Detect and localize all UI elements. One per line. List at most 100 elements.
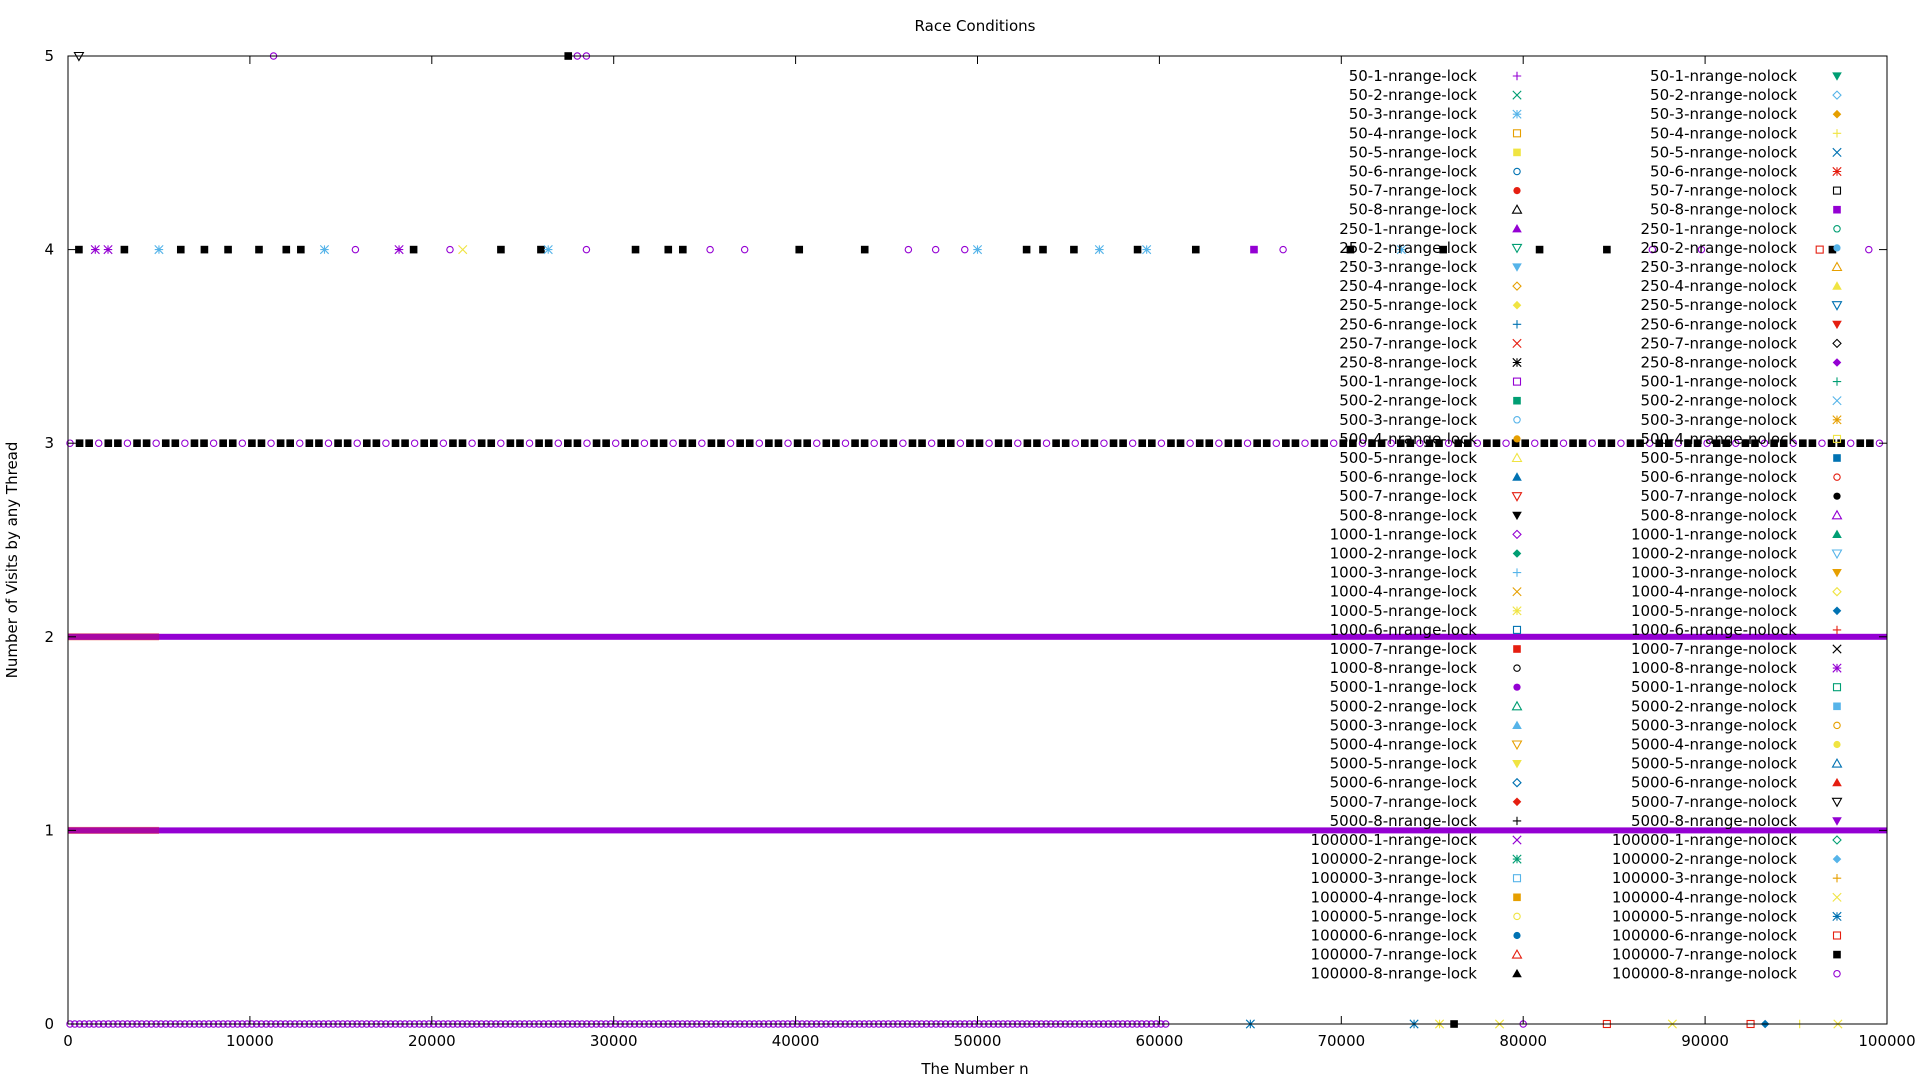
band-marker — [1416, 439, 1424, 447]
x-tick-label: 40000 — [772, 1032, 820, 1050]
legend-entry: 1000-3-nrange-lock — [1330, 564, 1522, 582]
legend-entry: 100000-3-nrange-nolock — [1612, 869, 1842, 887]
data-point — [1279, 245, 1287, 254]
data-point — [497, 245, 505, 254]
legend-marker — [1831, 509, 1843, 520]
y-tick-label: 0 — [44, 1015, 54, 1033]
band-marker — [1329, 439, 1338, 447]
band-marker — [812, 439, 821, 447]
legend-entry: 1000-7-nrange-lock — [1330, 640, 1521, 658]
band-marker — [908, 439, 917, 447]
legend-entry: 5000-8-nrange-nolock — [1631, 812, 1842, 830]
legend-label: 50-3-nrange-nolock — [1650, 105, 1797, 123]
band-marker — [860, 439, 869, 447]
legend-label: 100000-3-nrange-nolock — [1612, 869, 1797, 887]
legend-marker — [1832, 817, 1842, 826]
band-marker — [152, 439, 160, 447]
legend-marker — [1511, 204, 1523, 214]
legend-entry: 100000-3-nrange-lock — [1311, 869, 1522, 887]
band-marker — [573, 439, 582, 447]
legend-label: 250-3-nrange-nolock — [1641, 258, 1798, 276]
band-marker — [161, 439, 170, 447]
legend-label: 1000-7-nrange-lock — [1330, 640, 1478, 658]
x-tick-label: 20000 — [408, 1032, 456, 1050]
band-overlay — [68, 633, 159, 640]
band-marker — [94, 439, 103, 447]
legend-entry: 250-4-nrange-lock — [1339, 277, 1522, 295]
legend-label: 100000-1-nrange-lock — [1311, 831, 1478, 849]
legend-label: 100000-5-nrange-nolock — [1612, 907, 1797, 925]
legend-marker — [1833, 740, 1841, 749]
legend-marker — [1833, 225, 1841, 233]
band-marker — [726, 439, 735, 447]
axes: 0 10000 20000 30000 40000 50000 60000 70000 8000… — [44, 47, 1915, 1050]
band-marker — [717, 439, 725, 447]
legend-entry: 250-4-nrange-nolock — [1641, 277, 1842, 295]
band-marker — [1042, 439, 1051, 447]
data-point — [1603, 245, 1611, 254]
band-marker — [1463, 439, 1472, 447]
legend-entry: 500-6-nrange-nolock — [1641, 468, 1841, 486]
legend-label: 100000-8-nrange-nolock — [1612, 965, 1797, 983]
legend-entry: 100000-5-nrange-lock — [1311, 907, 1521, 925]
legend-marker — [1832, 109, 1842, 119]
legend-entry: 500-2-nrange-lock — [1339, 392, 1521, 410]
legend-entry: 250-7-nrange-nolock — [1641, 334, 1842, 352]
legend-marker — [1512, 529, 1522, 540]
band-marker — [1760, 439, 1769, 447]
band-marker — [1866, 439, 1874, 447]
y-tick-label: 1 — [44, 821, 54, 839]
band-marker — [1272, 439, 1281, 447]
legend-entry: 1000-5-nrange-lock — [1330, 602, 1522, 620]
legend-entry: 1000-4-nrange-lock — [1330, 583, 1522, 601]
band-marker — [1473, 439, 1482, 447]
legend-entry: 1000-8-nrange-lock — [1330, 659, 1521, 677]
legend-label: 100000-2-nrange-lock — [1311, 850, 1478, 868]
legend-entry: 250-3-nrange-nolock — [1641, 258, 1843, 276]
x-tick-label: 90000 — [1681, 1032, 1729, 1050]
band-marker — [1119, 439, 1127, 447]
legend-label: 50-8-nrange-nolock — [1650, 201, 1797, 219]
legend-label: 5000-5-nrange-lock — [1330, 755, 1478, 773]
legend-marker — [1513, 435, 1521, 443]
band-marker — [1597, 439, 1606, 447]
legend-entry: 50-2-nrange-lock — [1349, 86, 1522, 104]
legend-entry: 500-4-nrange-nolock — [1641, 430, 1842, 448]
band-marker — [946, 439, 955, 447]
legend-label: 50-5-nrange-nolock — [1650, 143, 1797, 161]
legend-marker — [1832, 434, 1842, 443]
band-marker — [1148, 439, 1156, 447]
legend-label: 1000-1-nrange-lock — [1330, 525, 1478, 543]
legend-label: 500-5-nrange-lock — [1339, 449, 1477, 467]
band-marker — [1100, 439, 1108, 447]
legend-marker — [1512, 338, 1522, 348]
data-point — [224, 245, 232, 254]
legend-label: 500-1-nrange-nolock — [1641, 373, 1798, 391]
legend-marker — [1512, 854, 1522, 864]
band-marker — [1502, 439, 1510, 447]
legend-marker — [1832, 166, 1842, 177]
legend-entry: 5000-6-nrange-lock — [1330, 774, 1522, 792]
legend-marker — [1832, 529, 1842, 538]
band-marker — [774, 439, 783, 447]
band-marker — [1320, 439, 1328, 447]
band-marker — [1310, 439, 1319, 447]
legend-label: 1000-5-nrange-nolock — [1631, 602, 1797, 620]
band-marker — [1234, 439, 1242, 447]
legend-label: 50-3-nrange-lock — [1349, 105, 1478, 123]
legend-entry: 5000-5-nrange-lock — [1330, 755, 1522, 773]
band-marker — [123, 439, 132, 447]
legend-label: 250-4-nrange-lock — [1339, 277, 1477, 295]
band-marker — [1808, 439, 1817, 447]
legend-label: 1000-1-nrange-nolock — [1631, 525, 1797, 543]
band-marker — [516, 439, 524, 447]
band-marker — [1856, 439, 1865, 447]
data-point — [282, 245, 291, 254]
legend-label: 50-4-nrange-nolock — [1650, 124, 1797, 142]
legend-marker — [1511, 700, 1523, 711]
data-point — [176, 245, 185, 254]
legend-entry: 5000-6-nrange-nolock — [1631, 774, 1842, 792]
band-marker — [219, 439, 227, 447]
legend-marker — [1512, 777, 1522, 788]
